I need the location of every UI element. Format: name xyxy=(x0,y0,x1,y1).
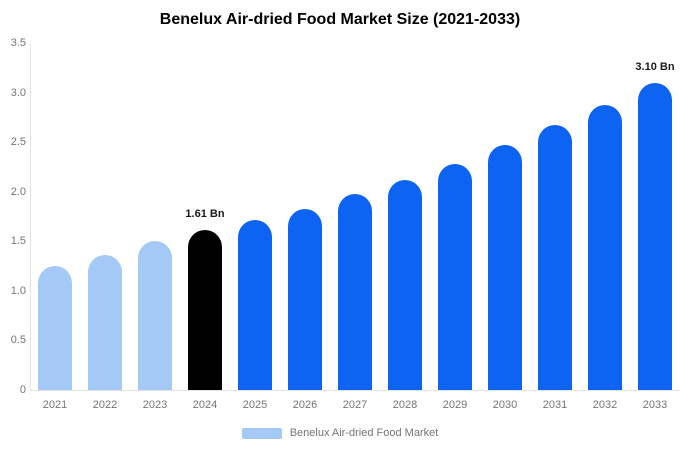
x-tick-label-2024: 2024 xyxy=(192,399,218,411)
x-tick-label-2021: 2021 xyxy=(42,399,68,411)
x-tick-label-2031: 2031 xyxy=(542,399,568,411)
x-tick-label-2025: 2025 xyxy=(242,399,268,411)
bar-2024[interactable] xyxy=(188,230,222,390)
bar-2030[interactable] xyxy=(488,145,522,390)
x-tick-label-2033: 2033 xyxy=(642,399,668,411)
x-tick-label-2023: 2023 xyxy=(142,399,168,411)
bar-2025[interactable] xyxy=(238,220,272,390)
bar-2027[interactable] xyxy=(338,194,372,390)
y-tick-label: 0.5 xyxy=(10,334,26,347)
y-tick-label: 3.0 xyxy=(10,86,26,99)
bar-2026[interactable] xyxy=(288,209,322,390)
x-tick-label-2030: 2030 xyxy=(492,399,518,411)
legend-swatch xyxy=(241,427,282,439)
bar-2028[interactable] xyxy=(388,180,422,390)
x-tick-label-2032: 2032 xyxy=(592,399,618,411)
bar-2033[interactable] xyxy=(638,83,672,390)
x-tick-label-2029: 2029 xyxy=(442,399,468,411)
bar-2031[interactable] xyxy=(538,125,572,390)
x-tick-label-2027: 2027 xyxy=(342,399,368,411)
y-tick-label: 2.5 xyxy=(10,136,26,149)
x-tick-label-2028: 2028 xyxy=(392,399,418,411)
bar-2032[interactable] xyxy=(588,105,622,390)
legend-item[interactable]: Benelux Air-dried Food Market xyxy=(0,427,680,439)
chart-title: Benelux Air-dried Food Market Size (2021… xyxy=(159,11,521,28)
y-tick-label: 0 xyxy=(19,384,26,396)
bar-value-label-2033: 3.10 Bn xyxy=(635,61,675,73)
x-axis-line xyxy=(30,390,680,391)
bar-2022[interactable] xyxy=(88,255,122,390)
y-tick-label: 2.0 xyxy=(10,185,26,198)
legend-label: Benelux Air-dried Food Market xyxy=(289,427,439,439)
y-tick-label: 1.0 xyxy=(10,284,26,297)
y-tick-label: 3.5 xyxy=(10,37,26,49)
bar-2023[interactable] xyxy=(138,241,172,390)
bar-2021[interactable] xyxy=(38,266,72,390)
x-tick-label-2022: 2022 xyxy=(92,399,118,411)
y-tick-label: 1.5 xyxy=(10,235,26,248)
bar-2029[interactable] xyxy=(438,164,472,390)
y-axis-line xyxy=(30,43,31,390)
x-tick-label-2026: 2026 xyxy=(292,399,318,411)
bar-value-label-2024: 1.61 Bn xyxy=(185,208,225,220)
